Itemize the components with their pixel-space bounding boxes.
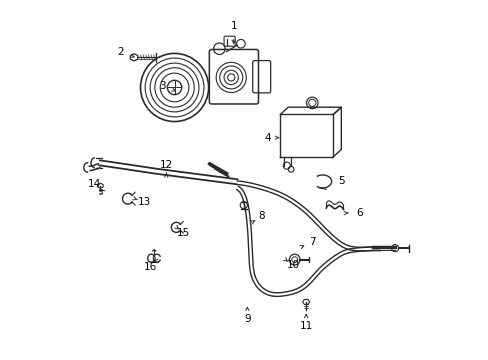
Text: 4: 4	[264, 133, 270, 143]
Text: 7: 7	[309, 237, 315, 247]
Text: 5: 5	[337, 176, 344, 186]
Text: 6: 6	[355, 208, 362, 218]
Text: 14: 14	[88, 179, 101, 189]
Text: 12: 12	[160, 160, 173, 170]
Text: 9: 9	[244, 314, 250, 324]
Text: 16: 16	[143, 262, 157, 272]
Text: 8: 8	[258, 211, 264, 221]
Text: 10: 10	[286, 260, 299, 270]
Text: 11: 11	[299, 321, 312, 331]
Text: 2: 2	[117, 46, 124, 57]
Text: 13: 13	[138, 197, 151, 207]
Text: 15: 15	[177, 228, 190, 238]
Text: 1: 1	[230, 21, 237, 31]
Text: 3: 3	[159, 81, 165, 91]
